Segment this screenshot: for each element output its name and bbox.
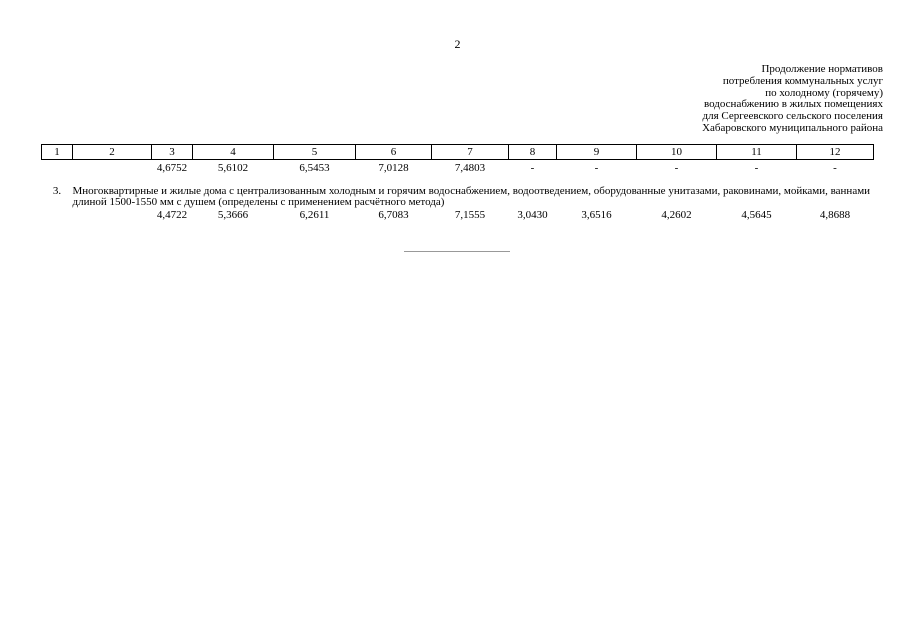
table-cell: 5,6102 (217, 161, 249, 174)
table-row: 4,4722 5,3666 6,2611 6,7083 7,1555 3,043… (42, 207, 874, 223)
column-header: 5 (273, 144, 356, 160)
table-cell: 4,8688 (819, 208, 851, 221)
caption-line: для Сергеевского сельского поселения (702, 110, 884, 123)
table-cell: 4,2602 (661, 208, 692, 221)
column-header: 7 (431, 144, 509, 160)
section-row: 3. Многоквартирные и жилые дома с центра… (42, 176, 874, 208)
table-cell: - (674, 161, 679, 174)
table-cell: 6,2611 (299, 208, 330, 221)
column-header: 6 (355, 144, 432, 160)
table-cell: - (754, 161, 759, 174)
table-cell: 4,6752 (156, 161, 188, 174)
table-cell: 6,5453 (299, 161, 330, 174)
table-cell: 4,4722 (156, 208, 188, 221)
table-cell: 5,3666 (217, 208, 249, 221)
column-header: 1 (41, 144, 73, 160)
column-header: 8 (508, 144, 557, 160)
table-cell: - (833, 161, 837, 174)
table-caption: Продолжение нормативов потребления комму… (623, 63, 884, 135)
column-header: 4 (192, 144, 274, 160)
norms-table: 1 2 3 4 5 6 7 8 9 10 11 12 4,6752 5,6102… (41, 144, 874, 223)
section-number: 3. (52, 185, 62, 197)
table-cell: 6,7083 (378, 208, 409, 221)
column-header: 3 (151, 144, 193, 160)
column-header: 10 (636, 144, 717, 160)
table-cell: 7,0128 (378, 161, 409, 174)
caption-line: по холодному (горячему) (765, 86, 883, 99)
table-cell: 7,4803 (454, 161, 486, 174)
section-description: Многоквартирные и жилые дома с централиз… (72, 185, 871, 208)
caption-line: Хабаровского муниципального района (702, 121, 883, 134)
table-cell: 7,1555 (454, 208, 486, 221)
table-cell: - (530, 161, 535, 174)
column-header: 9 (556, 144, 637, 160)
column-header: 12 (796, 144, 874, 160)
column-header: 11 (716, 144, 797, 160)
column-numbers-row: 1 2 3 4 5 6 7 8 9 10 11 12 (41, 144, 874, 160)
column-header: 2 (72, 144, 152, 160)
table-row: 4,6752 5,6102 6,5453 7,0128 7,4803 - - -… (42, 160, 874, 177)
table-cell: - (594, 161, 599, 174)
page-number: 2 (454, 37, 461, 51)
table-cell: 4,5645 (741, 208, 772, 221)
table-cell: 3,0430 (517, 208, 548, 221)
caption-line: водоснабжению в жилых помещениях (704, 98, 883, 111)
caption-line: Продолжение нормативов (761, 63, 883, 75)
caption-line: потребления коммунальных услуг (722, 74, 883, 87)
end-divider (404, 251, 510, 252)
table-cell: 3,6516 (581, 208, 612, 221)
